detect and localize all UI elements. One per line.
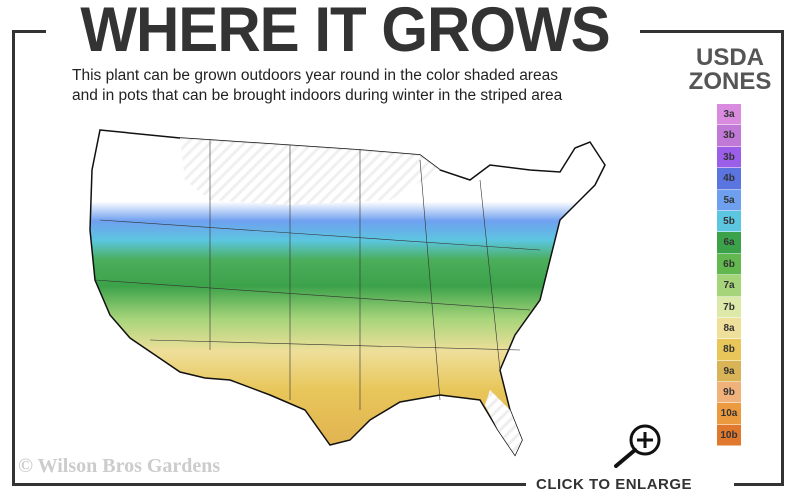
subtitle: This plant can be grown outdoors year ro… — [72, 66, 562, 106]
legend-zone-10b: 10b — [717, 424, 741, 447]
enlarge-backdrop — [526, 476, 734, 496]
legend-title: USDA ZONES — [680, 46, 780, 94]
legend-zone-3b: 3b — [717, 146, 741, 169]
legend-zone-5a: 5a — [717, 189, 741, 211]
page-title: WHERE IT GROWS — [80, 0, 610, 65]
copyright-watermark: © Wilson Bros Gardens — [18, 455, 221, 477]
legend-zone-3b: 3b — [717, 125, 741, 147]
state-borders — [94, 140, 541, 410]
subtitle-line-2: and in pots that can be brought indoors … — [72, 87, 563, 104]
legend-zone-10a: 10a — [717, 403, 741, 425]
striped-area — [180, 138, 440, 205]
legend-zone-9b: 9b — [717, 382, 741, 404]
legend-title-usda: USDA — [695, 44, 764, 71]
legend-zone-4b: 4b — [717, 168, 741, 190]
magnifier-plus-icon[interactable] — [610, 422, 666, 470]
us-zone-map[interactable] — [60, 110, 620, 470]
click-to-enlarge-button[interactable]: CLICK TO ENLARGE — [536, 476, 693, 493]
legend-zone-9a: 9a — [717, 360, 741, 383]
legend-zone-8b: 8b — [717, 339, 741, 361]
legend-zone-7a: 7a — [717, 275, 741, 297]
title-backdrop — [46, 0, 640, 58]
subtitle-line-1: This plant can be grown outdoors year ro… — [72, 67, 558, 84]
legend-title-zones: ZONES — [688, 68, 772, 95]
legend-zone-5b: 5b — [717, 210, 741, 233]
legend-zone-8a: 8a — [717, 317, 741, 340]
striped-area-florida — [485, 390, 522, 455]
legend-zone-3a: 3a — [717, 104, 741, 126]
legend-zone-7b: 7b — [717, 296, 741, 318]
legend-zone-6b: 6b — [717, 253, 741, 276]
legend-zone-6a: 6a — [717, 232, 741, 254]
zone-legend: 3a 3b 3b 4b 5a 5b 6a 6b 7a 7b 8a 8b 9a 9b 10a 10b — [717, 104, 741, 447]
